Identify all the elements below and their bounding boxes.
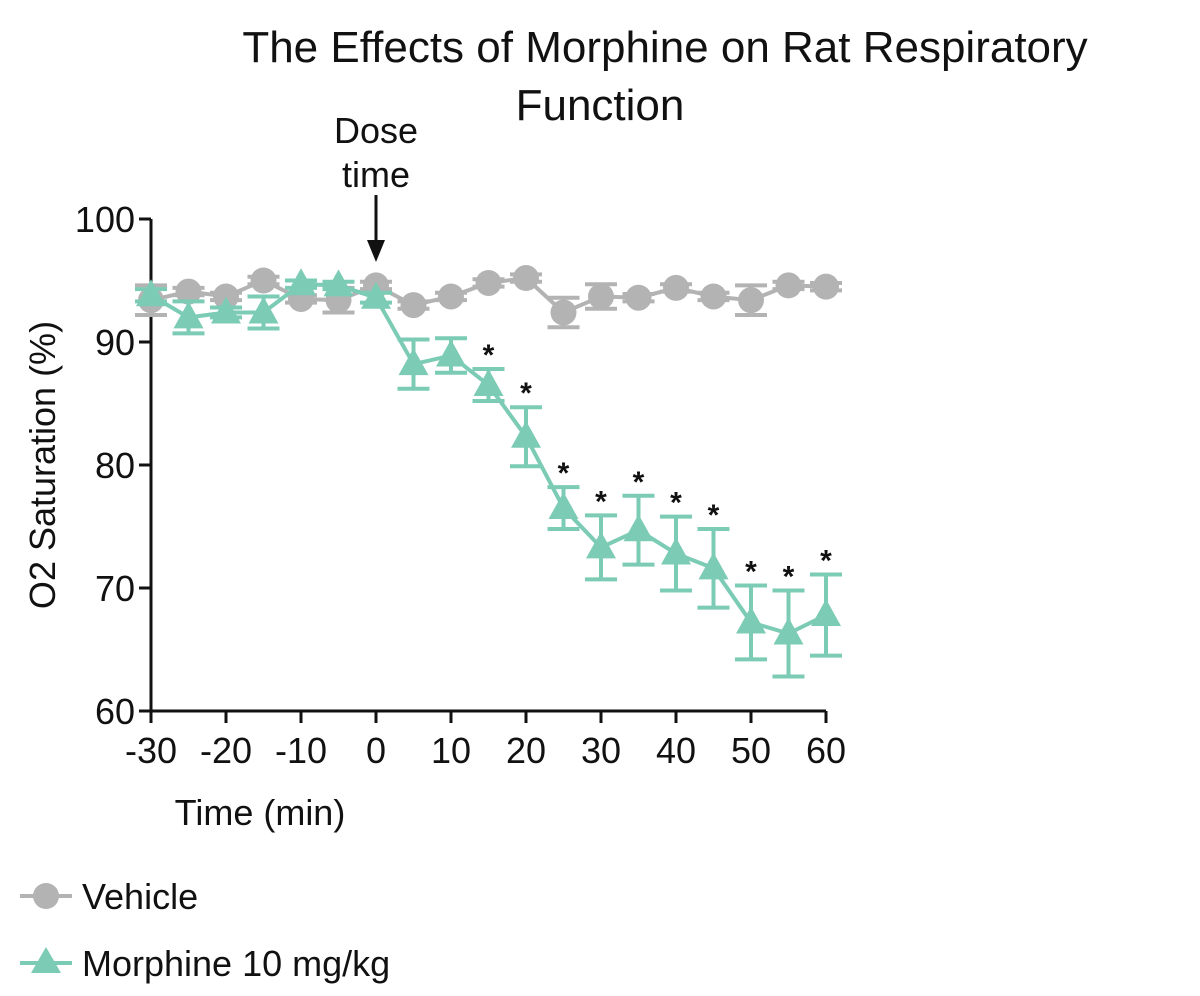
significance-marker: * [483,339,495,372]
y-tick-label: 100 [75,199,135,240]
x-tick-label: 60 [806,730,846,771]
data-point [438,283,464,310]
x-tick-label: 20 [506,730,546,771]
dose-annotation-line-2: time [342,154,410,195]
dose-arrow-head [367,240,385,262]
series-line-1 [149,282,827,636]
legend-vehicle-label: Vehicle [82,876,198,917]
data-point [773,617,804,645]
data-point [586,531,616,559]
x-tick-label: 40 [656,730,696,771]
data-point [250,267,277,294]
significance-marker: * [820,544,832,577]
data-point [248,296,279,324]
data-point [738,287,764,314]
data-point [736,606,766,634]
y-tick-label: 60 [95,691,135,732]
significance-marker: * [670,487,682,520]
data-point [173,301,204,329]
x-axis-label: Time (min) [175,792,346,833]
x-tick-label: 10 [431,730,471,771]
data-point [511,420,541,448]
x-tick-label: 50 [731,730,771,771]
data-point [361,281,391,309]
data-point [175,278,202,305]
chart-title-line-2: Function [516,81,685,130]
significance-marker: * [633,466,645,499]
data-point [323,269,354,297]
y-axis-label: O2 Saturation (%) [22,321,63,609]
chart-title-line-1: The Effects of Morphine on Rat Respirato… [242,23,1087,72]
significance-marker: * [558,457,570,490]
y-tick-label: 90 [95,322,135,363]
data-point [623,514,654,542]
data-point [548,492,579,520]
data-point [811,599,841,627]
data-point [436,339,466,367]
data-point [475,269,502,296]
significance-marker: * [783,560,795,593]
data-point [700,283,727,310]
significance-marker: * [708,499,720,532]
data-point [400,292,427,319]
x-tick-label: -20 [200,730,252,771]
data-point [211,296,241,324]
legend-morphine-marker [31,947,61,973]
significance-marker: * [595,485,607,518]
data-point [663,274,689,301]
data-point [698,552,729,580]
x-tick-label: 30 [581,730,621,771]
data-point [661,537,691,565]
x-tick-label: -10 [275,730,327,771]
y-tick-label: 70 [95,568,135,609]
y-tick-label: 80 [95,445,135,486]
data-point [550,299,577,326]
data-point [625,284,652,311]
legend-vehicle-marker [33,883,59,909]
data-point [136,279,166,307]
data-point [398,348,429,376]
data-point [813,273,839,300]
significance-marker: * [745,556,757,589]
legend-morphine-label: Morphine 10 mg/kg [82,943,390,984]
legend: Vehicle Morphine 10 mg/kg [20,876,390,984]
x-tick-label: -30 [125,730,177,771]
data-point [286,268,316,296]
data-point [513,265,539,292]
dose-annotation-line-1: Dose [334,110,418,151]
significance-marker: * [520,377,532,410]
data-point [473,369,504,397]
data-point [588,283,614,310]
x-tick-label: 0 [366,730,386,771]
data-point [775,272,802,299]
